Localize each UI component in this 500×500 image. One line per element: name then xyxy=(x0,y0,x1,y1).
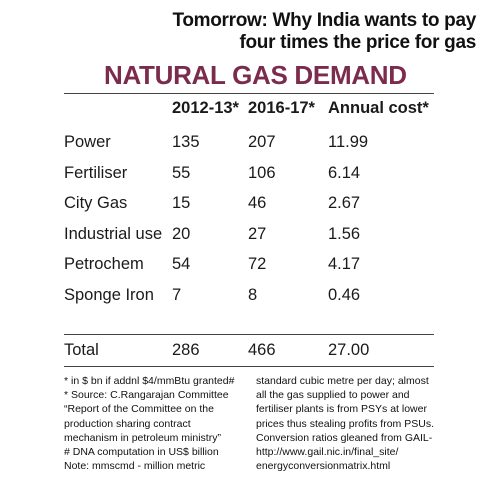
row-label: Sponge Iron xyxy=(64,285,154,304)
total-rule xyxy=(64,334,434,335)
total-cell: 466 xyxy=(248,341,276,359)
table-cell: 1.56 xyxy=(328,224,361,243)
note-line: “Report of the Committee on the xyxy=(64,403,214,416)
total-label: Total xyxy=(64,341,99,359)
column-header: 2012-13* xyxy=(172,99,239,117)
column-header: Annual cost* xyxy=(328,99,429,117)
total-cell: 286 xyxy=(172,341,200,359)
note-line: http://www.gail.nic.in/final_site/ xyxy=(256,446,399,459)
notes-left: * in $ bn if addnl $4/mmBtu granted# * S… xyxy=(64,374,234,473)
teaser-line-1: Tomorrow: Why India wants to pay xyxy=(172,10,476,31)
row-label: Fertiliser xyxy=(64,163,128,182)
row-label: Power xyxy=(64,133,111,151)
row-label: Industrial use xyxy=(64,224,163,243)
teaser-line-2: four times the price for gas xyxy=(239,32,476,53)
note-line: # DNA computation in US$ billion xyxy=(64,446,219,459)
table-cell: 8 xyxy=(248,285,258,304)
note-line: energyconversionmatrix.html xyxy=(256,460,391,473)
note-line: all the gas supplied to power and xyxy=(256,389,410,402)
teaser-headline: Tomorrow: Why India wants to pay four ti… xyxy=(172,10,476,54)
total-cell: 27.00 xyxy=(328,341,370,359)
table-cell: 106 xyxy=(248,163,276,182)
table-cell: 72 xyxy=(248,255,267,273)
row-label: City Gas xyxy=(64,194,128,212)
table-cell: 20 xyxy=(172,224,191,243)
note-line: * in $ bn if addnl $4/mmBtu granted# xyxy=(64,375,235,387)
row-label: Petrochem xyxy=(64,255,144,273)
table-cell: 6.14 xyxy=(328,163,361,182)
table-cell: 11.99 xyxy=(328,133,369,151)
note-line: Conversion ratios gleaned from GAIL- xyxy=(256,431,433,444)
chart-title: NATURAL GAS DEMAND xyxy=(104,60,407,90)
note-line: production sharing contract xyxy=(64,417,191,430)
note-line: mechanism in petroleum ministry” xyxy=(64,431,221,444)
note-line: prices thus stealing profits from PSUs. xyxy=(256,417,434,430)
notes-right: standard cubic metre per day; almost all… xyxy=(256,374,434,473)
table-cell: 46 xyxy=(248,194,267,212)
bottom-rule xyxy=(64,366,434,367)
table-cell: 27 xyxy=(248,224,267,243)
note-line: * Source: C.Rangarajan Committee xyxy=(64,389,229,402)
table-cell: 15 xyxy=(172,194,191,212)
table-cell: 7 xyxy=(172,285,182,304)
note-line: Note: mmscmd - million metric xyxy=(64,460,206,473)
table-cell: 2.67 xyxy=(328,194,361,212)
note-line: fertiliser plants is from PSYs at lower xyxy=(256,403,427,416)
table-cell: 4.17 xyxy=(328,255,361,273)
table-cell: 0.46 xyxy=(328,285,361,304)
table-cell: 55 xyxy=(172,163,191,182)
note-line: standard cubic metre per day; almost xyxy=(256,375,429,387)
table-cell: 135 xyxy=(172,133,200,151)
top-rule xyxy=(64,93,434,94)
column-header: 2016-17* xyxy=(248,99,315,117)
table-cell: 207 xyxy=(248,133,276,151)
table-cell: 54 xyxy=(172,255,191,273)
